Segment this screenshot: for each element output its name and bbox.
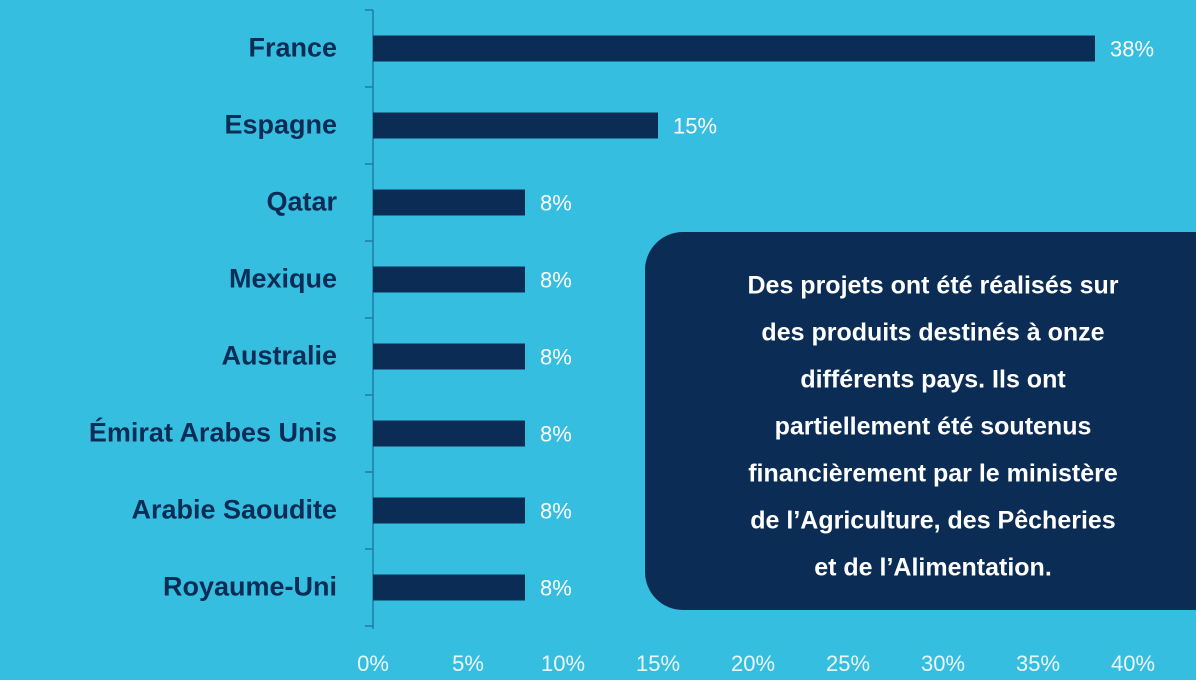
category-label: Royaume-Uni bbox=[163, 572, 337, 602]
category-label: Qatar bbox=[266, 187, 337, 217]
x-tick-label: 40% bbox=[1111, 651, 1155, 676]
annotation-text: des produits destinés à onze bbox=[761, 319, 1104, 347]
x-tick-label: 5% bbox=[452, 651, 484, 676]
x-tick-label: 10% bbox=[541, 651, 585, 676]
bar bbox=[373, 497, 525, 524]
x-tick-label: 20% bbox=[731, 651, 775, 676]
value-label: 8% bbox=[540, 267, 572, 292]
bar bbox=[373, 112, 658, 139]
bar bbox=[373, 343, 525, 370]
annotation-box bbox=[645, 232, 1196, 610]
x-tick-label: 30% bbox=[921, 651, 965, 676]
value-label: 8% bbox=[540, 344, 572, 369]
annotation-text: et de l’Alimentation. bbox=[814, 554, 1052, 582]
annotation-text: partiellement été soutenus bbox=[775, 413, 1092, 441]
x-tick-label: 0% bbox=[357, 651, 389, 676]
category-label: Espagne bbox=[224, 110, 337, 140]
annotation-text: Des projets ont été réalisés sur bbox=[748, 272, 1119, 300]
category-label: Mexique bbox=[229, 264, 337, 294]
annotation-text: financièrement par le ministère bbox=[748, 460, 1118, 488]
x-tick-label: 25% bbox=[826, 651, 870, 676]
bar bbox=[373, 574, 525, 601]
category-label: France bbox=[248, 33, 337, 63]
category-label: Arabie Saoudite bbox=[131, 495, 337, 525]
annotation-text: différents pays. Ils ont bbox=[800, 366, 1066, 394]
x-tick-label: 35% bbox=[1016, 651, 1060, 676]
bar bbox=[373, 189, 525, 216]
category-label: Émirat Arabes Unis bbox=[89, 417, 337, 448]
value-label: 8% bbox=[540, 575, 572, 600]
annotation-text: de l’Agriculture, des Pêcheries bbox=[750, 507, 1115, 535]
value-label: 38% bbox=[1110, 36, 1154, 61]
bar bbox=[373, 266, 525, 293]
value-label: 8% bbox=[540, 421, 572, 446]
value-label: 15% bbox=[673, 113, 717, 138]
value-label: 8% bbox=[540, 498, 572, 523]
x-tick-label: 15% bbox=[636, 651, 680, 676]
bar bbox=[373, 35, 1095, 62]
bar bbox=[373, 420, 525, 447]
category-label: Australie bbox=[221, 341, 337, 371]
value-label: 8% bbox=[540, 190, 572, 215]
